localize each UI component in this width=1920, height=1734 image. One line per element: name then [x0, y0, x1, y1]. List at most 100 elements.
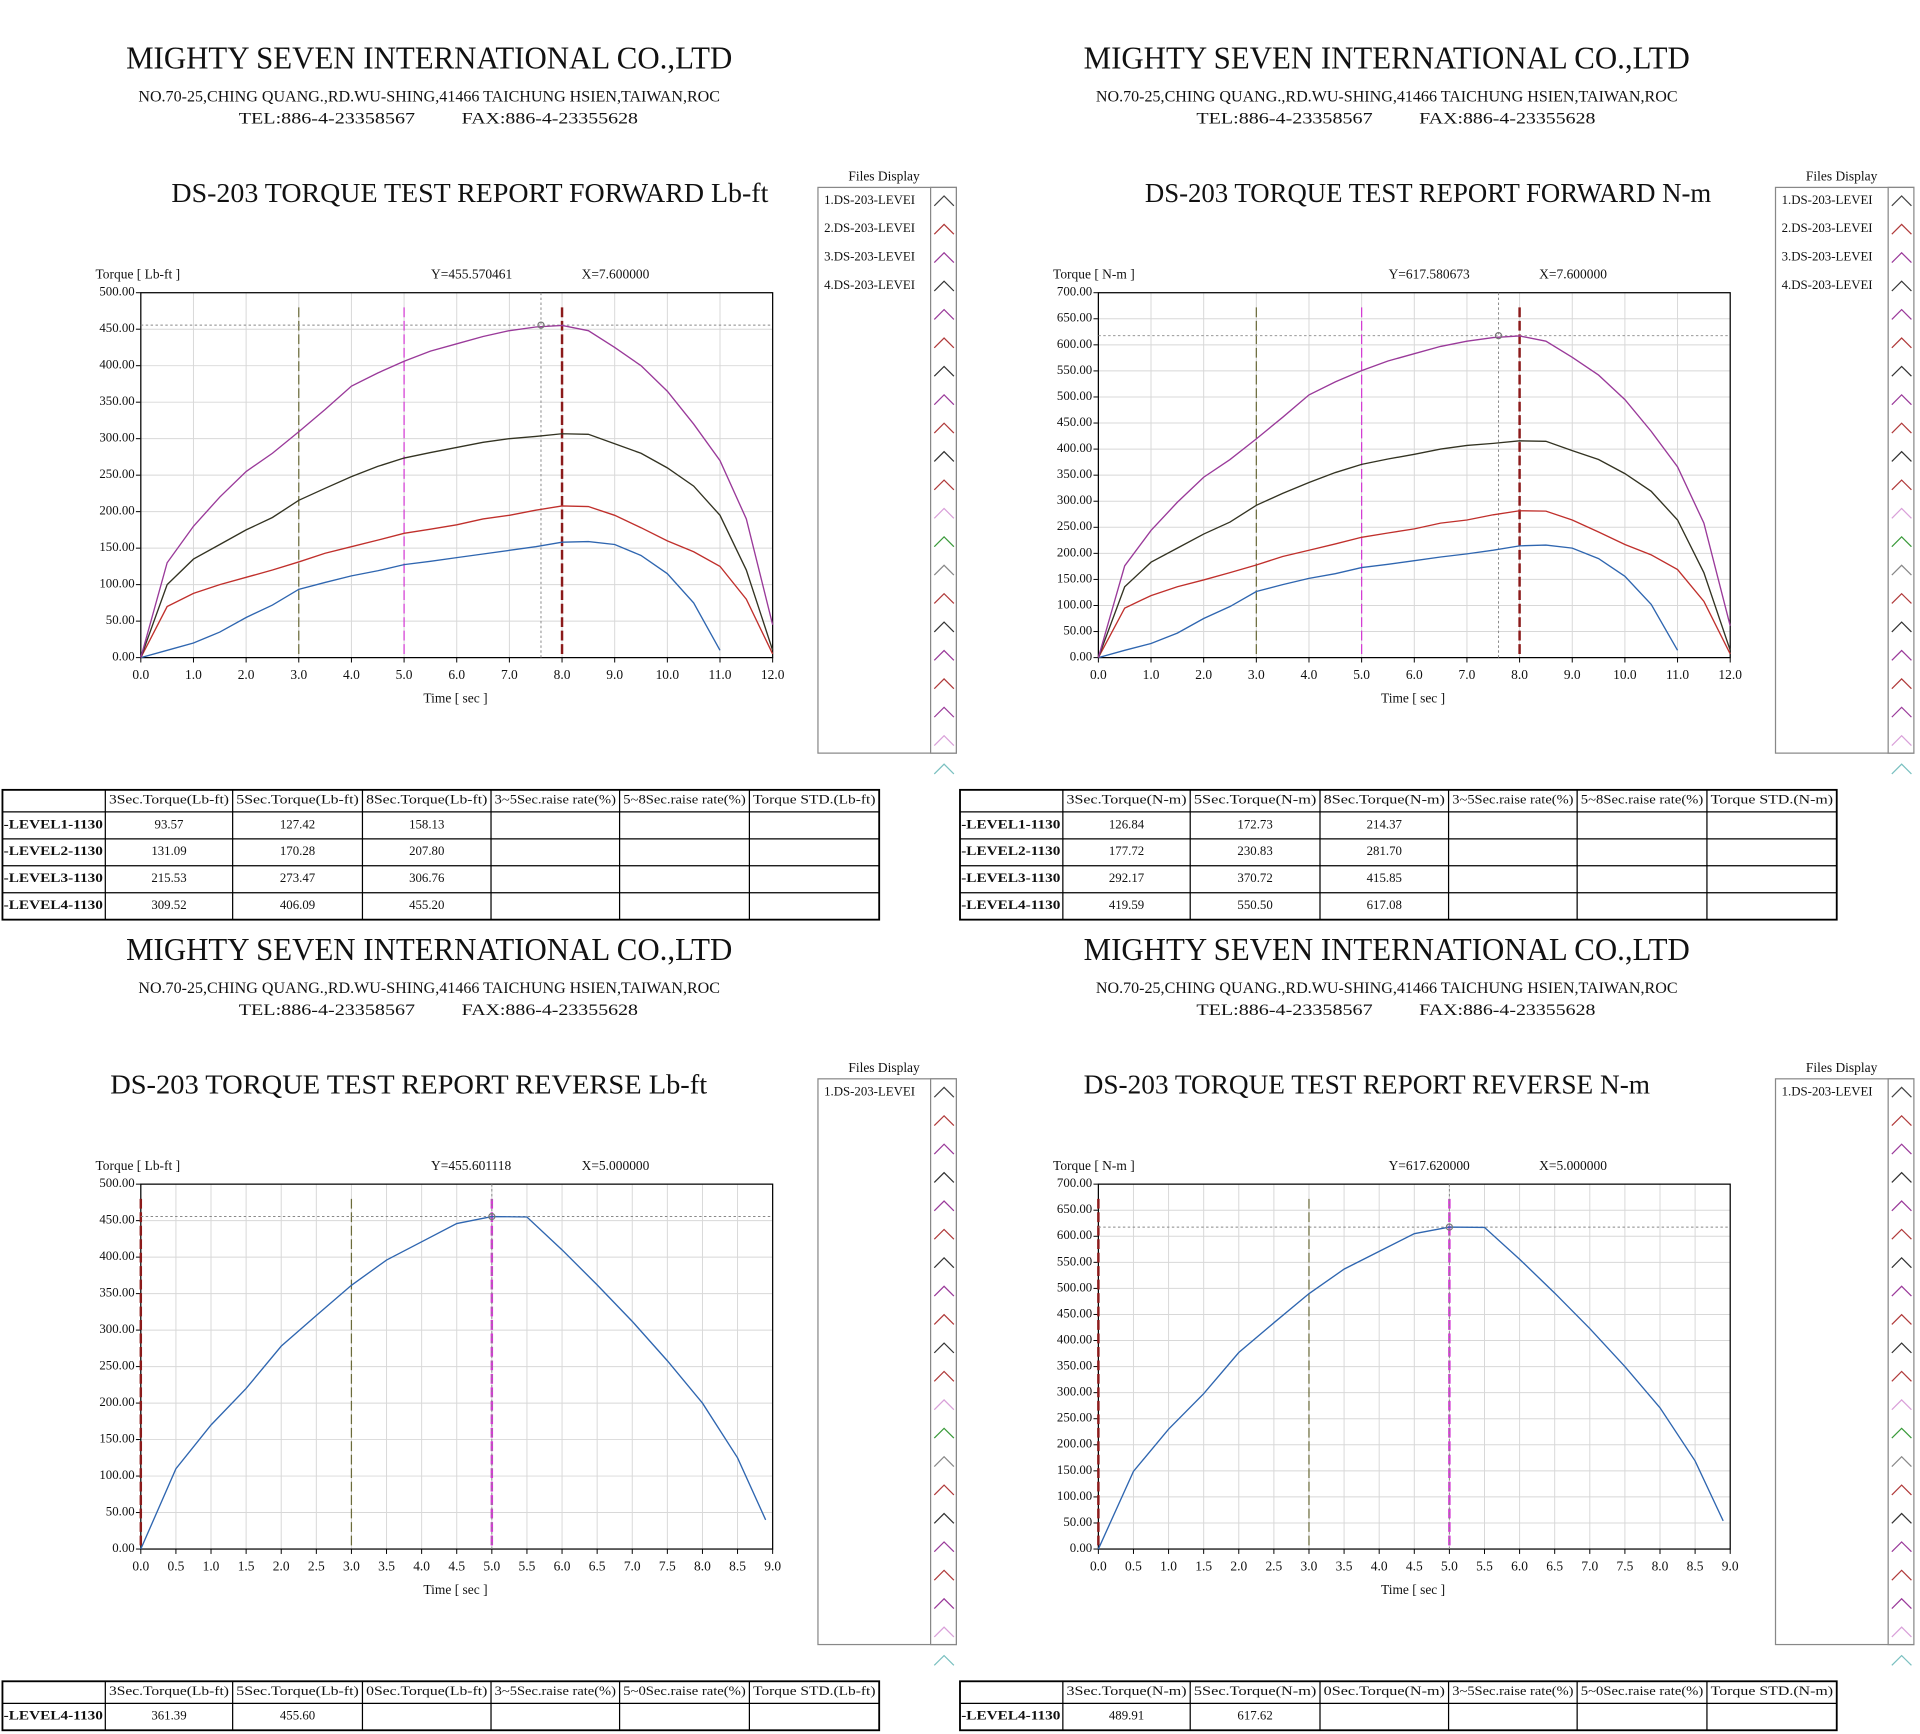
- x-tick-label: 1.0: [1143, 667, 1160, 682]
- file-icon: [1891, 678, 1912, 690]
- x-tick-label: 8.0: [1652, 1559, 1669, 1574]
- torque-curve: [1097, 440, 1731, 658]
- table-cell: 214.37: [1367, 817, 1403, 831]
- x-tick-label: 9.0: [764, 1559, 781, 1574]
- company-address: NO.70-25,CHING QUANG.,RD.WU-SHING,41466 …: [138, 980, 720, 997]
- file-icon: [933, 1143, 955, 1155]
- y-axis-label: Torque [ N-m ]: [1053, 267, 1135, 282]
- torque-curve: [140, 433, 774, 658]
- file-entry[interactable]: 4.DS-203-LEVEI: [824, 278, 915, 292]
- table-header: 3Sec.Torque(N-m): [1067, 1684, 1187, 1698]
- row-label: -LEVEL4-1130: [961, 898, 1060, 912]
- x-tick-label: 2.0: [1230, 1559, 1247, 1574]
- file-icon: [933, 1086, 955, 1098]
- file-icon: [1891, 592, 1912, 604]
- company-tel: TEL:886-4-23358567: [239, 111, 415, 128]
- file-icon: [933, 1285, 955, 1297]
- table-header: 0Sec.Torque(Lb-ft): [366, 1684, 487, 1698]
- file-entry[interactable]: 1.DS-203-LEVEI: [824, 1084, 915, 1098]
- file-icon: [1891, 450, 1912, 462]
- file-icon: [933, 422, 955, 434]
- file-icon: [1891, 1484, 1912, 1496]
- y-tick-label: 300.00: [1057, 493, 1092, 507]
- row-label: -LEVEL4-1130: [4, 1709, 103, 1723]
- file-entry[interactable]: 1.DS-203-LEVEI: [1782, 1084, 1873, 1098]
- table-cell: 406.09: [280, 898, 315, 912]
- table-header: 3Sec.Torque(Lb-ft): [109, 793, 229, 807]
- x-tick-label: 6.0: [448, 667, 465, 682]
- plot-frame: [140, 292, 774, 659]
- file-entry[interactable]: 1.DS-203-LEVEI: [824, 193, 915, 207]
- y-tick-label: 650.00: [1057, 1202, 1092, 1216]
- y-tick-label: 400.00: [1057, 1332, 1092, 1346]
- file-icon: [933, 1114, 955, 1127]
- x-tick-label: 2.0: [238, 667, 255, 682]
- file-entry[interactable]: 1.DS-203-LEVEI: [1782, 193, 1873, 207]
- file-entry[interactable]: 2.DS-203-LEVEI: [824, 221, 915, 235]
- file-entry[interactable]: 4.DS-203-LEVEI: [1782, 278, 1873, 292]
- x-tick-label: 6.0: [1511, 1559, 1528, 1574]
- files-scrollbar: [1887, 1078, 1915, 1646]
- y-tick-label: 150.00: [99, 540, 134, 554]
- cursor-y-readout: Y=617.620000: [1389, 1158, 1470, 1173]
- x-axis-label: Time [ sec ]: [1381, 1582, 1445, 1597]
- file-icon: [1891, 621, 1912, 633]
- company-tel: TEL:886-4-23358567: [239, 1002, 415, 1019]
- cursor-point: [1494, 332, 1503, 340]
- x-tick-label: 8.0: [694, 1559, 711, 1574]
- file-icon: [933, 1512, 955, 1524]
- report-panel: MIGHTY SEVEN INTERNATIONAL CO.,LTD NO.70-…: [959, 41, 1915, 921]
- y-tick-label: 400.00: [99, 1249, 134, 1263]
- file-icon: [1891, 393, 1912, 406]
- x-tick-label: 1.0: [185, 667, 202, 682]
- x-tick-label: 2.0: [273, 1559, 290, 1574]
- table-header: 5~0Sec.raise rate(%): [1581, 1684, 1703, 1698]
- x-tick-label: 3.0: [1248, 667, 1265, 682]
- files-display-title: Files Display: [848, 169, 920, 184]
- table-header: Torque STD.(N-m): [1711, 1684, 1833, 1698]
- file-icon: [1891, 507, 1912, 519]
- x-tick-label: 0.0: [1090, 667, 1107, 682]
- file-entry[interactable]: 3.DS-203-LEVEI: [824, 250, 915, 264]
- x-axis-label: Time [ sec ]: [1381, 690, 1445, 705]
- file-entry[interactable]: 3.DS-203-LEVEI: [1782, 250, 1873, 264]
- cursor-x-readout: X=7.600000: [582, 267, 650, 282]
- table-cell: 172.73: [1237, 817, 1272, 831]
- file-icon: [933, 308, 955, 320]
- files-display-title: Files Display: [1806, 169, 1878, 184]
- x-tick-label: 0.0: [1090, 1559, 1107, 1574]
- file-icon: [1891, 1569, 1912, 1581]
- file-icon: [933, 1654, 955, 1666]
- file-icon: [1891, 564, 1912, 576]
- file-icon: [1891, 706, 1912, 718]
- company-address: NO.70-25,CHING QUANG.,RD.WU-SHING,41466 …: [1096, 980, 1678, 997]
- y-tick-label: 550.00: [1057, 363, 1092, 377]
- file-icon: [1891, 1313, 1912, 1325]
- file-icon: [1891, 251, 1912, 264]
- cursor-x-readout: X=7.600000: [1539, 267, 1607, 282]
- report-panel: MIGHTY SEVEN INTERNATIONAL CO.,LTD NO.70-…: [1, 41, 957, 921]
- file-entry[interactable]: 2.DS-203-LEVEI: [1782, 221, 1873, 235]
- x-tick-label: 3.5: [1336, 1559, 1353, 1574]
- file-icon: [1891, 1541, 1912, 1553]
- company-tel: TEL:886-4-23358567: [1196, 111, 1372, 128]
- file-icon: [933, 1626, 955, 1638]
- x-tick-label: 8.0: [1511, 667, 1528, 682]
- x-tick-label: 11.0: [1666, 667, 1689, 682]
- x-tick-label: 8.0: [554, 667, 571, 682]
- x-tick-label: 5.0: [1353, 667, 1370, 682]
- table-header: 5Sec.Torque(Lb-ft): [236, 793, 358, 807]
- x-axis-label: Time [ sec ]: [423, 690, 487, 705]
- table-cell: 617.62: [1237, 1709, 1272, 1723]
- x-tick-label: 6.0: [554, 1559, 571, 1574]
- file-icon: [1891, 1370, 1912, 1382]
- x-tick-label: 7.0: [1581, 1559, 1598, 1574]
- row-label: -LEVEL4-1130: [961, 1709, 1060, 1723]
- file-icon: [933, 706, 955, 718]
- row-label: -LEVEL4-1130: [4, 898, 103, 912]
- table-header: 3~5Sec.raise rate(%): [495, 1684, 616, 1698]
- table-cell: 93.57: [155, 817, 184, 831]
- y-tick-label: 350.00: [1057, 1359, 1092, 1373]
- table-frame: [1, 1680, 881, 1732]
- table-cell: 306.76: [409, 871, 445, 885]
